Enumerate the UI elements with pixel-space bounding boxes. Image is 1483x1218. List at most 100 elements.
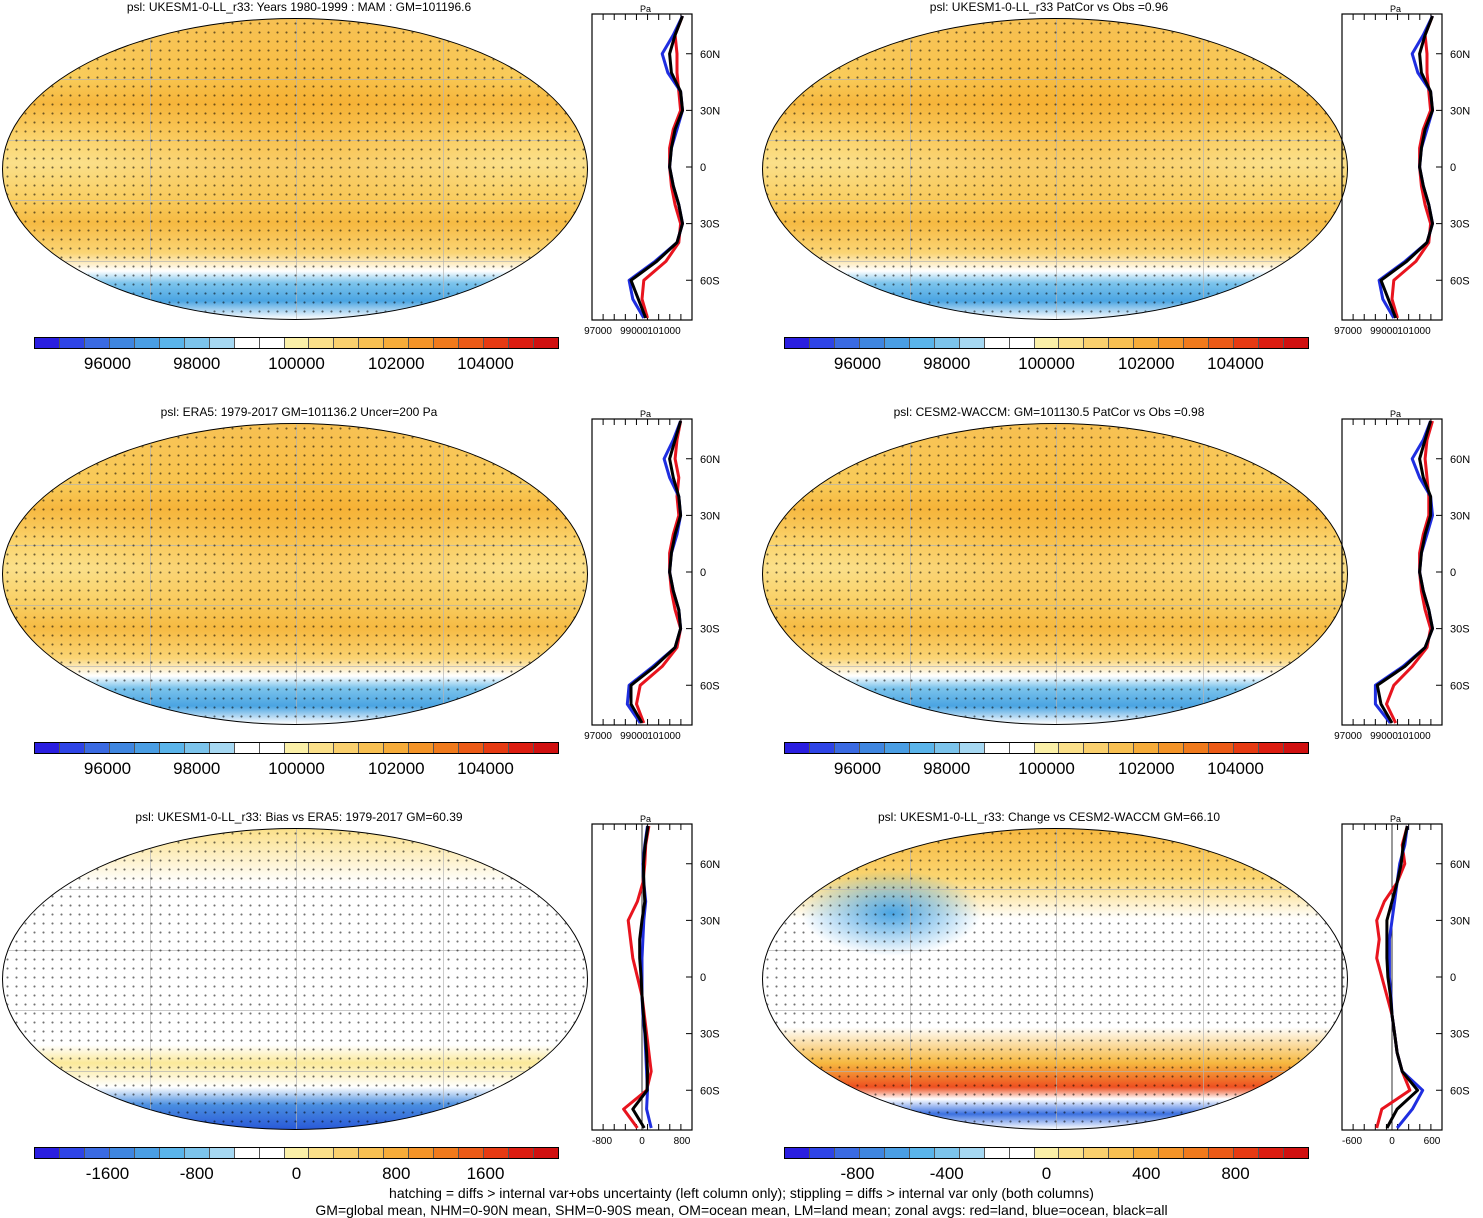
colorbar-label: 100000 — [1018, 354, 1075, 373]
colorbar-swatch — [1084, 338, 1110, 348]
colorbar-label: 96000 — [83, 354, 132, 373]
colorbar-label: 100000 — [268, 354, 325, 373]
colorbar-label: 102000 — [367, 354, 425, 373]
colorbar-swatch — [1284, 743, 1309, 753]
colorbar-swatch — [484, 1148, 510, 1158]
colorbar-swatch — [35, 338, 60, 348]
profile-unit: Pa — [640, 814, 651, 824]
colorbar-label: 800 — [1221, 1164, 1250, 1183]
colorbar-swatch — [284, 1148, 310, 1158]
colorbar-swatch — [434, 743, 460, 753]
colorbar-swatch — [1259, 743, 1285, 753]
colorbar-swatch — [109, 1148, 135, 1158]
colorbar-label: 102000 — [1117, 354, 1175, 373]
panel-title: psl: UKESM1-0-LL_r33: Years 1980-1999 : … — [126, 0, 472, 14]
colorbar-label: 104000 — [1207, 759, 1264, 778]
colorbar-swatch — [409, 1148, 435, 1158]
lat-label: 60N — [1450, 859, 1470, 871]
colorbar-label: 100000 — [268, 759, 325, 778]
colorbar-label: 102000 — [1117, 759, 1175, 778]
colorbar-swatch — [1109, 743, 1135, 753]
lat-label: 30S — [700, 624, 720, 636]
colorbar — [34, 337, 559, 349]
colorbar-swatch — [334, 338, 360, 348]
colorbar — [34, 742, 559, 754]
colorbar-swatch — [1034, 743, 1060, 753]
colorbar — [784, 1147, 1309, 1159]
lat-label: 0 — [1450, 567, 1456, 579]
lat-label: 0 — [700, 972, 706, 984]
colorbar-swatch — [859, 338, 885, 348]
profile-x-label: 600 — [1424, 1136, 1441, 1147]
colorbar-swatch — [384, 1148, 410, 1158]
colorbar-label: 96000 — [833, 759, 882, 778]
colorbar-swatch — [1234, 743, 1260, 753]
colorbar-swatch — [334, 743, 360, 753]
profile-x-label: 0 — [639, 1136, 645, 1147]
colorbar-swatch — [434, 1148, 460, 1158]
map-bias — [2, 828, 588, 1130]
colorbar-label: 98000 — [923, 759, 971, 778]
colorbar-swatch — [1134, 338, 1160, 348]
colorbar-swatch — [334, 1148, 360, 1158]
colorbar-swatch — [484, 743, 510, 753]
profile-unit: Pa — [1390, 814, 1401, 824]
zonal-mean-land-line — [640, 15, 684, 319]
profile-x-label: 101000 — [1397, 731, 1431, 742]
colorbar-swatch — [109, 743, 135, 753]
colorbar-swatch — [809, 338, 835, 348]
colorbar-swatch — [1009, 338, 1035, 348]
colorbar-swatch — [1159, 743, 1185, 753]
zonal-mean-ocean-line — [1373, 420, 1434, 724]
zonal-mean-ocean-line — [625, 420, 683, 724]
lat-label: 30N — [1450, 510, 1470, 522]
panel-title: psl: UKESM1-0-LL_r33 PatCor vs Obs =0.96 — [929, 0, 1169, 14]
colorbar-swatch — [1284, 338, 1309, 348]
colorbar-swatch — [134, 1148, 160, 1158]
colorbar-swatch — [834, 743, 860, 753]
zonal-mean-land-line — [1375, 825, 1412, 1129]
colorbar-swatch — [159, 1148, 185, 1158]
profile-x-label: 97000 — [1334, 326, 1362, 337]
colorbar-label: -1600 — [85, 1164, 130, 1183]
map-mean — [2, 18, 588, 320]
colorbar-label: -800 — [179, 1164, 214, 1183]
lat-label: 30N — [1450, 915, 1470, 927]
colorbar-swatch — [234, 743, 260, 753]
colorbar-swatch — [1084, 1148, 1110, 1158]
colorbar-label: 98000 — [923, 354, 971, 373]
colorbar-swatch — [809, 1148, 835, 1158]
profile-unit: Pa — [640, 4, 651, 14]
colorbar-swatch — [309, 1148, 335, 1158]
zonal-mean-profile: 60N 30N 0 30S 60S Pa -800 0 800 — [591, 814, 720, 1147]
colorbar-swatch — [309, 338, 335, 348]
stippling-overlay — [763, 19, 1347, 319]
zonal-mean-ocean-line — [1377, 15, 1434, 319]
colorbar-swatch — [909, 338, 935, 348]
zonal-mean-land-line — [635, 420, 683, 724]
colorbar-swatch — [409, 743, 435, 753]
colorbar-swatch — [1184, 1148, 1210, 1158]
colorbar-swatch — [1159, 338, 1185, 348]
colorbar-swatch — [934, 338, 960, 348]
zonal-mean-all-line — [629, 420, 683, 724]
colorbar-swatch — [59, 1148, 85, 1158]
colorbar-swatch — [1184, 338, 1210, 348]
zonal-mean-profile: 60N 30N 0 30S 60S Pa 97000 99000 101000 — [584, 4, 720, 337]
colorbar-swatch — [109, 338, 135, 348]
colorbar-swatch — [1134, 743, 1160, 753]
colorbar-label: 800 — [382, 1164, 411, 1183]
lat-label: 30N — [700, 510, 720, 522]
colorbar-swatch — [1084, 743, 1110, 753]
colorbar-swatch — [984, 1148, 1010, 1158]
lat-label: 60S — [700, 680, 720, 692]
lat-label: 60N — [700, 859, 720, 871]
colorbar-swatch — [384, 743, 410, 753]
lat-label: 30N — [700, 915, 720, 927]
colorbar-swatch — [134, 743, 160, 753]
colorbar-swatch — [309, 743, 335, 753]
colorbar-swatch — [1059, 338, 1085, 348]
zonal-mean-profile: 60N 30N 0 30S 60S Pa 97000 99000 101000 — [1334, 4, 1470, 337]
profile-x-label: 97000 — [1334, 731, 1362, 742]
colorbar-swatch — [434, 338, 460, 348]
